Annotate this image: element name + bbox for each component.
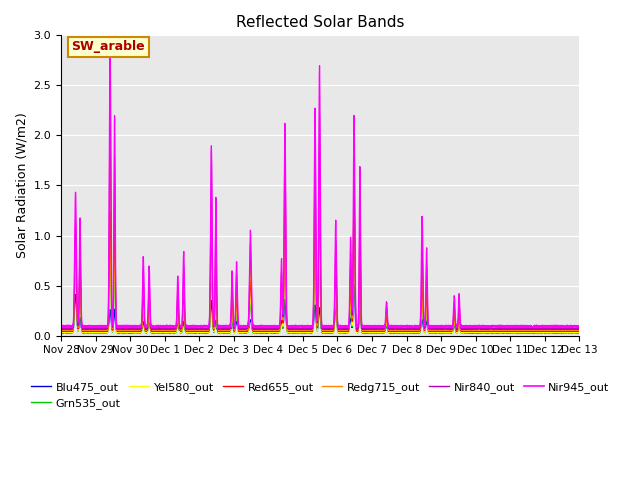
Text: SW_arable: SW_arable: [72, 40, 145, 53]
Blu475_out: [575, 327, 583, 333]
Nir945_out: [216, 325, 223, 331]
Line: Red655_out: Red655_out: [61, 191, 579, 332]
Red655_out: [301, 328, 308, 334]
Redg715_out: [261, 328, 269, 334]
Line: Grn535_out: Grn535_out: [61, 253, 579, 333]
Yel580_out: [436, 330, 444, 336]
Nir945_out: [57, 324, 65, 329]
Nir840_out: [106, 80, 114, 86]
Yel580_out: [408, 330, 415, 336]
Red655_out: [575, 328, 583, 334]
Red655_out: [350, 188, 358, 193]
Nir945_out: [150, 324, 158, 330]
Nir840_out: [575, 325, 583, 331]
Red655_out: [408, 329, 415, 335]
Nir945_out: [408, 323, 415, 329]
Y-axis label: Solar Radiation (W/m2): Solar Radiation (W/m2): [15, 113, 28, 258]
Blu475_out: [575, 327, 583, 333]
Title: Reflected Solar Bands: Reflected Solar Bands: [236, 15, 404, 30]
Blu475_out: [436, 327, 444, 333]
Redg715_out: [301, 327, 308, 333]
Yel580_out: [350, 225, 358, 230]
Blu475_out: [57, 327, 65, 333]
Redg715_out: [408, 327, 415, 333]
Red655_out: [436, 328, 444, 334]
Yel580_out: [575, 329, 583, 335]
Line: Nir840_out: Nir840_out: [61, 83, 579, 330]
Redg715_out: [57, 327, 65, 333]
Redg715_out: [150, 327, 158, 333]
Blu475_out: [406, 328, 413, 334]
Grn535_out: [350, 250, 358, 256]
Nir945_out: [575, 324, 583, 330]
Yel580_out: [123, 330, 131, 336]
Grn535_out: [466, 330, 474, 336]
Red655_out: [575, 328, 583, 334]
Grn535_out: [575, 330, 583, 336]
Red655_out: [150, 328, 158, 334]
Nir840_out: [408, 326, 415, 332]
Yel580_out: [466, 330, 474, 336]
Redg715_out: [106, 152, 114, 157]
Blu475_out: [466, 326, 474, 332]
Grn535_out: [436, 330, 444, 336]
Nir840_out: [57, 325, 65, 331]
Red655_out: [489, 329, 497, 335]
Redg715_out: [575, 326, 583, 332]
Grn535_out: [575, 330, 583, 336]
Nir945_out: [436, 324, 444, 330]
Red655_out: [466, 329, 474, 335]
Nir840_out: [436, 326, 444, 332]
Nir945_out: [575, 324, 583, 330]
Line: Nir945_out: Nir945_out: [61, 42, 579, 328]
Redg715_out: [466, 327, 474, 333]
Grn535_out: [301, 330, 308, 336]
Nir840_out: [150, 325, 158, 331]
Legend: Blu475_out, Grn535_out, Yel580_out, Red655_out, Redg715_out, Nir840_out, Nir945_: Blu475_out, Grn535_out, Yel580_out, Red6…: [27, 377, 614, 413]
Line: Blu475_out: Blu475_out: [61, 285, 579, 331]
Grn535_out: [57, 330, 65, 336]
Line: Yel580_out: Yel580_out: [61, 228, 579, 333]
Yel580_out: [57, 329, 65, 335]
Grn535_out: [408, 330, 415, 336]
Yel580_out: [150, 329, 158, 335]
Nir945_out: [106, 39, 114, 45]
Nir840_out: [99, 327, 106, 333]
Grn535_out: [514, 330, 522, 336]
Redg715_out: [436, 327, 444, 333]
Blu475_out: [350, 282, 358, 288]
Nir945_out: [301, 324, 308, 329]
Nir840_out: [575, 326, 583, 332]
Redg715_out: [575, 326, 583, 332]
Nir945_out: [466, 324, 474, 330]
Grn535_out: [150, 330, 158, 336]
Blu475_out: [301, 327, 308, 333]
Nir840_out: [466, 327, 474, 333]
Red655_out: [57, 329, 65, 335]
Blu475_out: [408, 327, 415, 333]
Yel580_out: [575, 329, 583, 335]
Blu475_out: [150, 327, 158, 333]
Line: Redg715_out: Redg715_out: [61, 155, 579, 331]
Nir840_out: [301, 326, 308, 332]
Yel580_out: [301, 329, 308, 335]
